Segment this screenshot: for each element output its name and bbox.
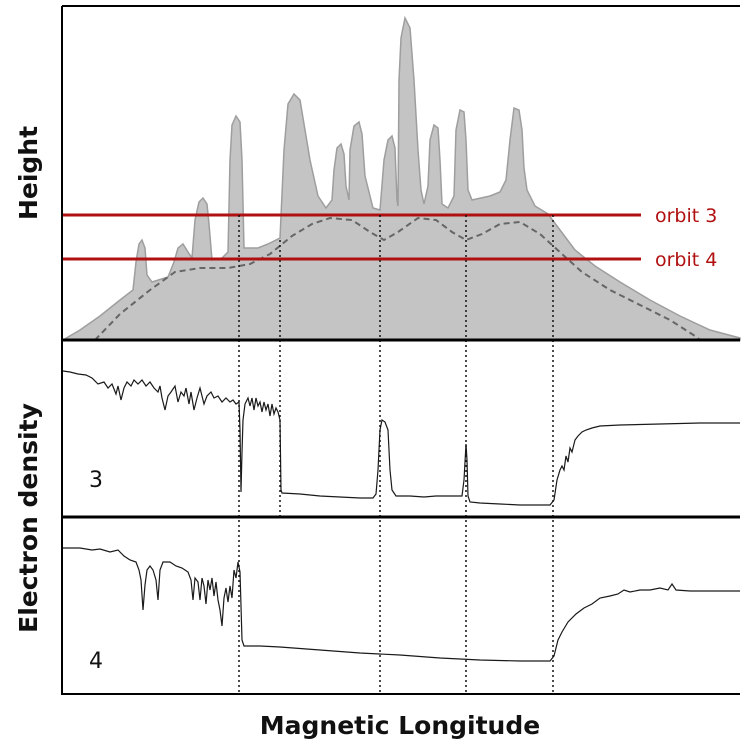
density-trace-orbit-3 bbox=[62, 370, 740, 506]
panel-number-3: 3 bbox=[89, 468, 103, 493]
electron-density-panel-3: 3 bbox=[62, 370, 740, 506]
orbit-4-label: orbit 4 bbox=[655, 249, 717, 271]
orbit-3-label: orbit 3 bbox=[655, 205, 717, 227]
height-profile-fill bbox=[60, 15, 741, 341]
y-axis-label-height: Height bbox=[14, 126, 43, 220]
panel-number-4: 4 bbox=[89, 649, 103, 674]
height-profile-panel: orbit 3 orbit 4 bbox=[60, 15, 741, 341]
panel-frames bbox=[61, 5, 740, 695]
y-axis-label-electron-density: Electron density bbox=[14, 403, 43, 633]
x-axis-label-magnetic-longitude: Magnetic Longitude bbox=[260, 711, 540, 740]
height-profile-dashed-line bbox=[94, 216, 701, 341]
longitude-guide-lines bbox=[238, 215, 554, 694]
electron-density-panel-4: 4 bbox=[63, 547, 740, 674]
density-trace-orbit-4 bbox=[63, 547, 740, 662]
